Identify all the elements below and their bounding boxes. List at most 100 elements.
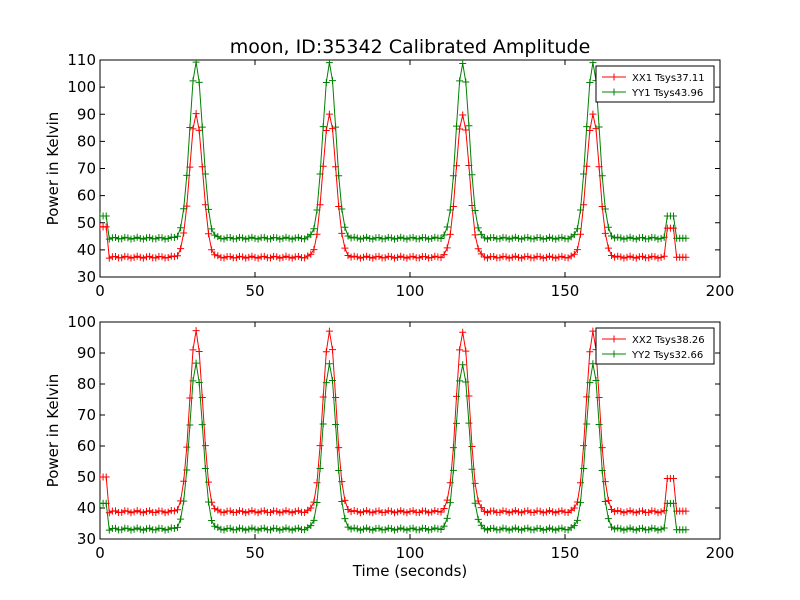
data-point xyxy=(288,254,296,262)
data-point xyxy=(508,253,516,261)
data-point xyxy=(158,525,166,533)
series-green xyxy=(100,359,690,534)
series-line xyxy=(100,113,686,259)
data-point xyxy=(422,253,429,261)
data-point xyxy=(573,498,581,506)
data-point xyxy=(573,246,581,254)
y-tick-label: 40 xyxy=(77,499,96,517)
data-point xyxy=(623,234,631,242)
data-point xyxy=(449,466,457,474)
data-point xyxy=(515,525,522,533)
y-tick-label: 90 xyxy=(77,105,96,123)
data-point xyxy=(276,509,284,517)
data-point xyxy=(499,524,507,532)
y-tick-label: 70 xyxy=(77,406,96,424)
data-point xyxy=(220,526,228,534)
data-point xyxy=(211,251,219,259)
data-point xyxy=(112,524,119,532)
data-point xyxy=(332,123,340,131)
data-point xyxy=(239,234,247,242)
data-point xyxy=(217,508,225,516)
data-point xyxy=(307,231,315,239)
data-point xyxy=(645,254,653,262)
data-point xyxy=(611,253,619,261)
data-point xyxy=(391,509,398,517)
x-tick-label: 200 xyxy=(706,544,735,562)
data-point xyxy=(369,254,377,262)
data-point xyxy=(127,509,135,517)
data-point xyxy=(118,254,126,262)
data-point xyxy=(189,346,197,354)
data-point xyxy=(161,509,169,517)
data-point xyxy=(660,233,668,241)
data-point xyxy=(614,233,622,241)
data-point xyxy=(397,233,405,241)
data-point xyxy=(670,212,677,220)
data-point xyxy=(518,526,526,534)
data-point xyxy=(502,525,510,533)
y-tick-label: 30 xyxy=(77,268,96,286)
data-point xyxy=(536,525,544,533)
data-point xyxy=(657,253,665,261)
data-point xyxy=(601,498,609,506)
data-point xyxy=(617,234,625,242)
data-point xyxy=(580,464,588,472)
data-point xyxy=(310,225,318,233)
data-point xyxy=(477,250,485,258)
data-point xyxy=(462,126,470,134)
data-point xyxy=(505,526,513,534)
data-point xyxy=(391,526,398,534)
series-line xyxy=(100,330,686,514)
data-point xyxy=(471,207,479,215)
data-point xyxy=(273,525,281,533)
data-point xyxy=(329,346,336,354)
data-point xyxy=(601,229,609,237)
data-point xyxy=(322,348,330,356)
y-tick-label: 50 xyxy=(77,214,96,232)
data-point xyxy=(130,234,138,242)
data-point xyxy=(660,252,668,260)
y-tick-label: 60 xyxy=(77,187,96,205)
data-point xyxy=(397,252,405,260)
data-point xyxy=(406,253,414,261)
data-point xyxy=(657,525,665,533)
data-point xyxy=(366,253,374,261)
data-point xyxy=(502,234,510,242)
data-point xyxy=(654,235,662,243)
data-point xyxy=(217,525,225,533)
data-point xyxy=(282,507,290,515)
data-point xyxy=(505,254,513,262)
data-point xyxy=(428,235,436,243)
data-point xyxy=(254,526,262,534)
data-point xyxy=(329,77,336,85)
data-point xyxy=(170,507,178,515)
data-point xyxy=(282,233,290,241)
data-point xyxy=(474,515,482,523)
data-point xyxy=(549,525,557,533)
data-point xyxy=(205,498,212,506)
series-line xyxy=(100,363,686,531)
data-point xyxy=(660,524,668,532)
data-point xyxy=(313,230,321,238)
data-point xyxy=(248,507,256,515)
data-point xyxy=(459,361,467,369)
data-point xyxy=(499,507,507,515)
data-point xyxy=(136,525,144,533)
data-point xyxy=(459,111,467,119)
x-tick-label: 0 xyxy=(95,282,105,300)
data-point xyxy=(604,496,612,504)
data-point xyxy=(369,509,377,517)
y-tick-label: 50 xyxy=(77,468,96,486)
data-point xyxy=(471,479,479,487)
data-point xyxy=(198,123,206,131)
data-point xyxy=(375,233,383,241)
legend: XX2 Tsys38.26 YY2 Tsys32.66 xyxy=(595,327,715,365)
data-point xyxy=(130,508,138,516)
data-point xyxy=(415,509,423,517)
data-point xyxy=(592,125,600,133)
y-tick-label: 40 xyxy=(77,241,96,259)
data-point xyxy=(313,479,321,487)
y-tick-label: 30 xyxy=(77,530,96,548)
x-tick-label: 50 xyxy=(245,282,264,300)
data-point xyxy=(183,443,191,451)
